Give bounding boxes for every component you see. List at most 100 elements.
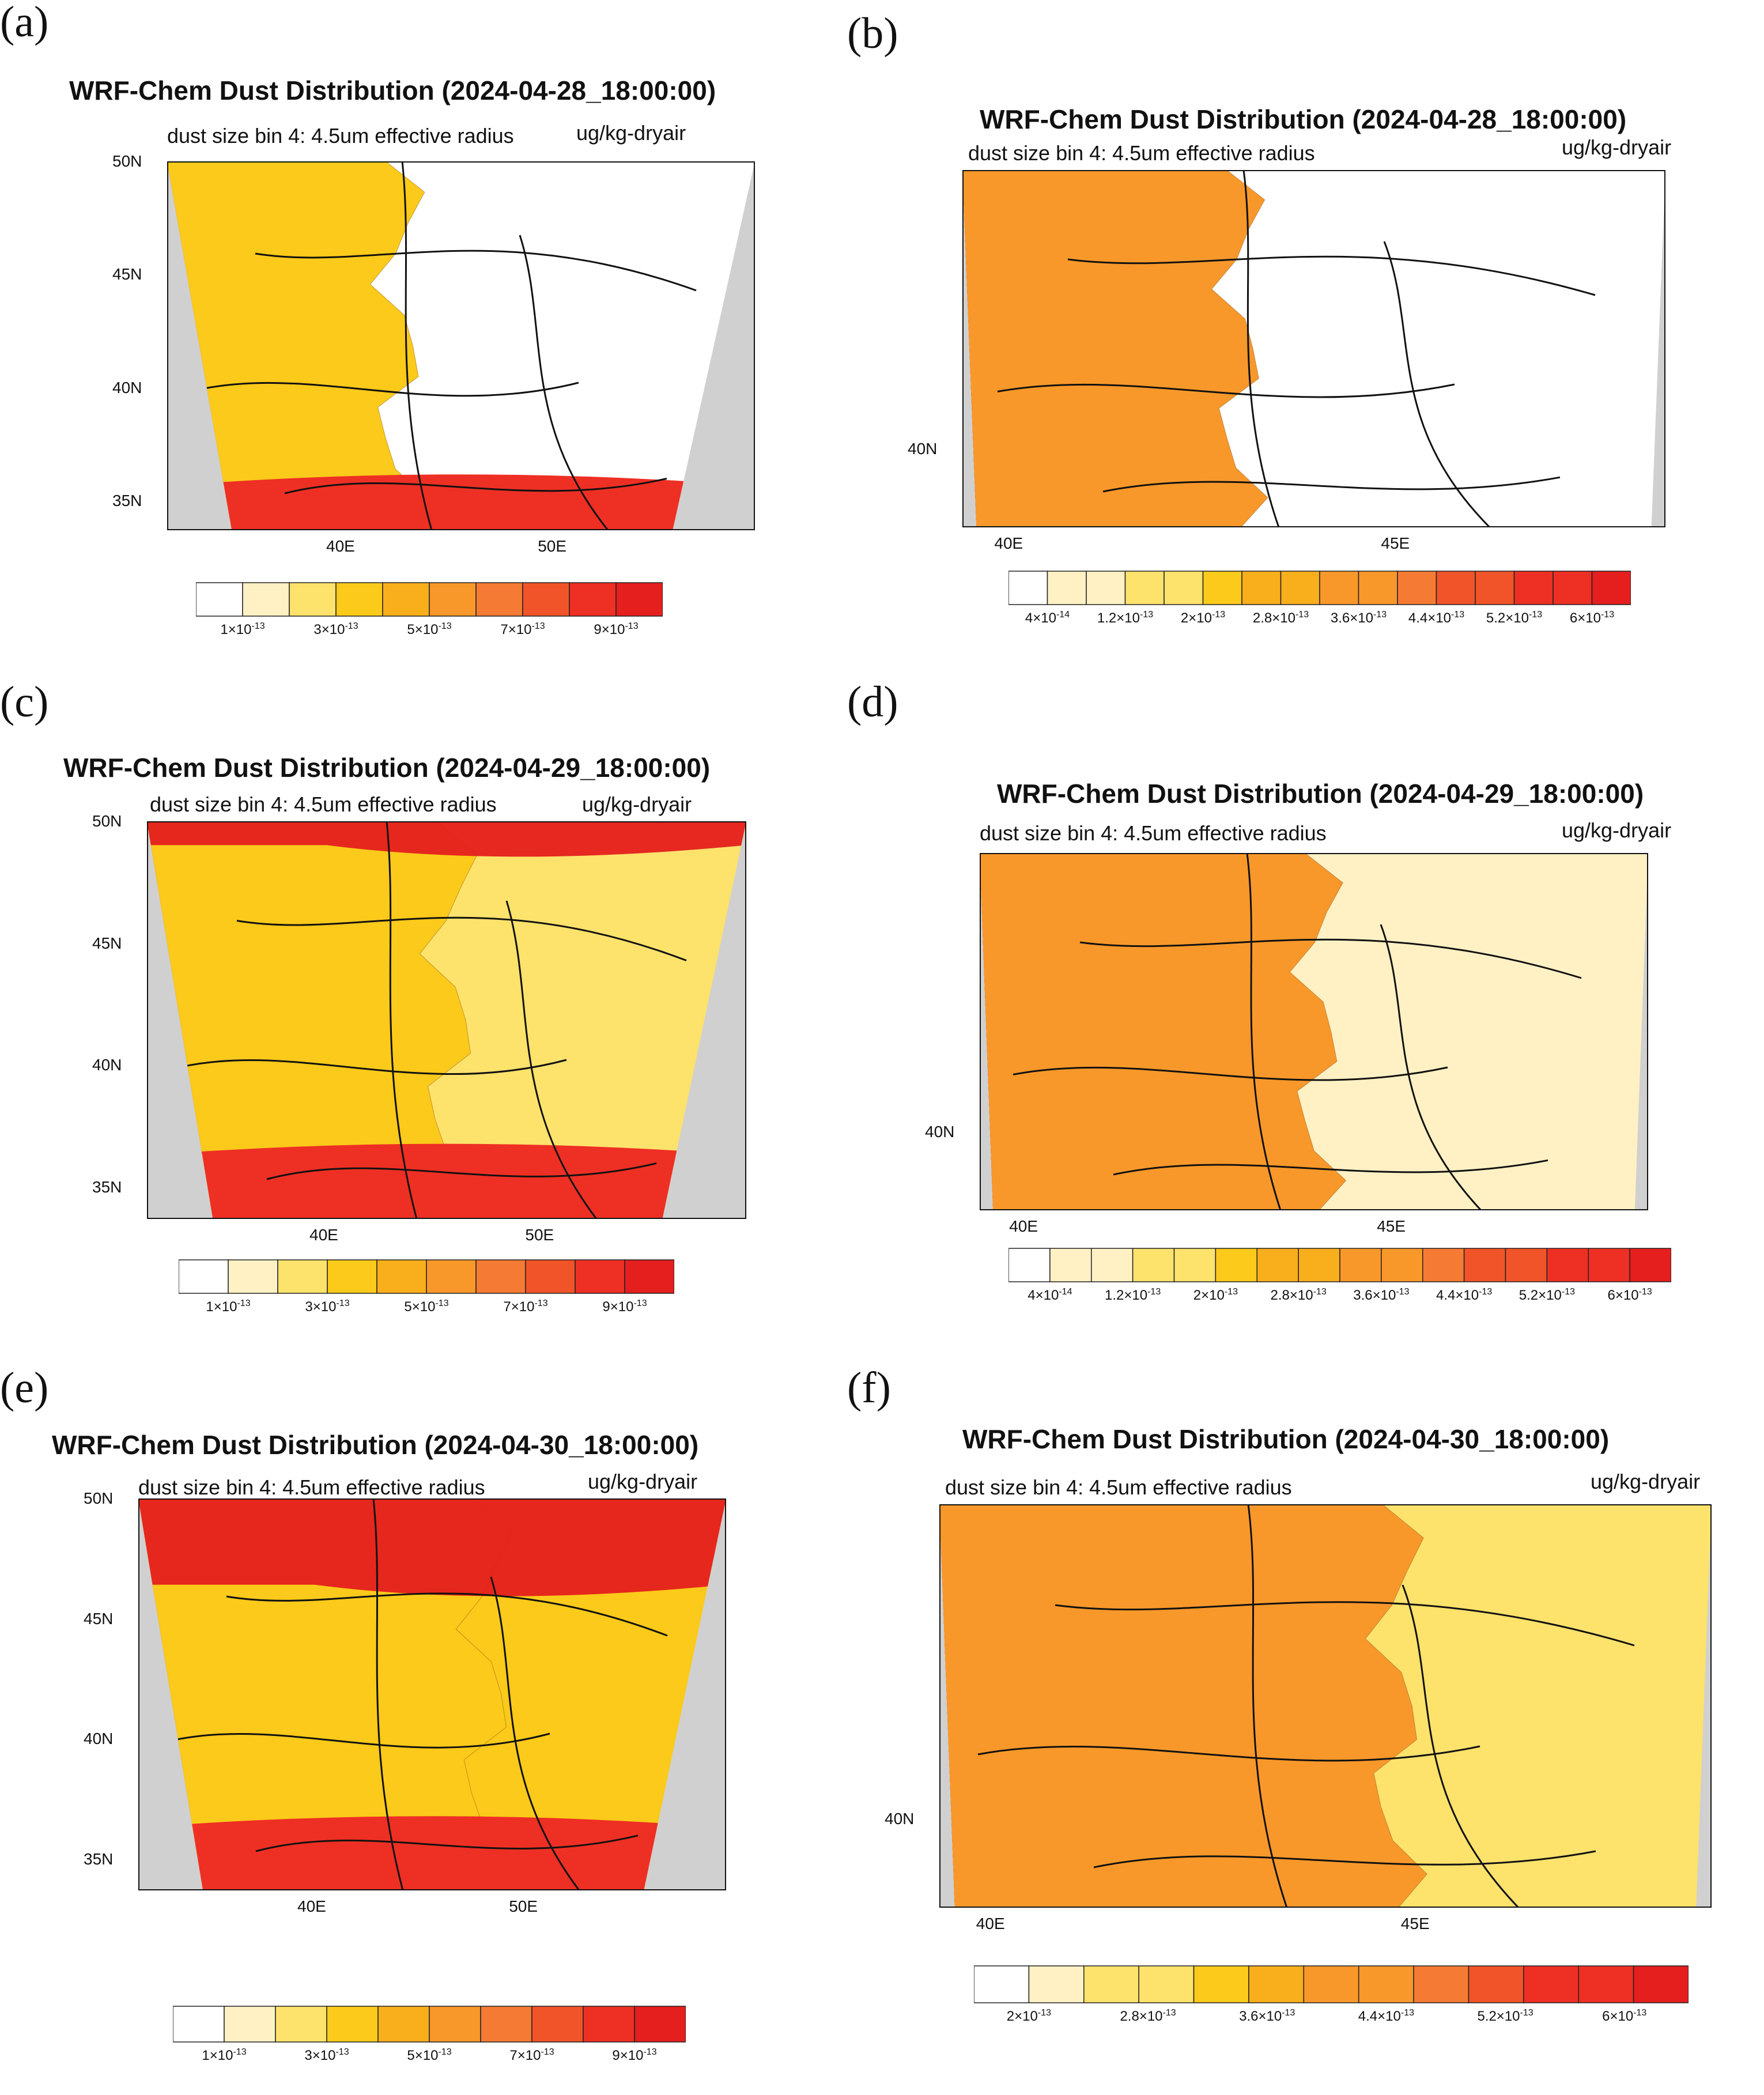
colorbar-segment <box>327 1259 377 1294</box>
colorbar-segment <box>1138 1965 1195 2003</box>
colorbar-segment <box>1028 1965 1085 2003</box>
colorbar <box>196 582 663 617</box>
y-tick-label: 45N <box>92 934 122 952</box>
dust-map <box>147 821 746 1219</box>
colorbar-segment <box>1008 1248 1051 1282</box>
colorbar-label: 2×10-13 <box>1006 2008 1051 2024</box>
colorbar-segment <box>569 582 617 617</box>
panel-subtitle: dust size bin 4: 4.5um effective radius <box>138 1475 485 1499</box>
colorbar-segment <box>382 582 430 617</box>
colorbar-segment <box>1591 571 1631 605</box>
colorbar-label: 5×10-13 <box>407 621 452 637</box>
colorbar-segment <box>1049 1248 1092 1282</box>
x-tick-label: 45E <box>1400 1915 1430 1932</box>
colorbar-label: 3.6×10-13 <box>1239 2008 1295 2024</box>
colorbar-segment <box>1358 571 1398 605</box>
colorbar <box>173 2006 686 2043</box>
y-tick-label: 45N <box>84 1609 114 1628</box>
panel-d: (d) WRF-Chem Dust Distribution (2024-04-2… <box>847 680 1712 1360</box>
colorbar-segment <box>277 1259 328 1294</box>
colorbar-label: 9×10-13 <box>594 621 639 637</box>
panel-subtitle: dust size bin 4: 4.5um effective radius <box>150 792 497 816</box>
x-tick-label: 50E <box>525 1226 554 1244</box>
colorbar-segment <box>1633 1965 1689 2003</box>
colorbar-segment <box>173 2006 225 2043</box>
colorbar-segment <box>289 582 337 617</box>
colorbar-segment <box>429 582 477 617</box>
colorbar-label: 4×10-14 <box>1028 1287 1072 1303</box>
colorbar-label: 6×10-13 <box>1607 1287 1652 1303</box>
panel-title: WRF-Chem Dust Distribution (2024-04-29_1… <box>997 779 1644 809</box>
colorbar-label: 1.2×10-13 <box>1097 610 1154 626</box>
colorbar-segment <box>1578 1965 1634 2003</box>
colorbar-segment <box>426 1259 477 1294</box>
colorbar-segment <box>1422 1248 1465 1282</box>
y-tick-label: 40N <box>84 1730 114 1748</box>
colorbar-segment <box>1298 1248 1340 1282</box>
dust-map <box>138 1498 726 1890</box>
colorbar-segment <box>480 2006 532 2043</box>
colorbar-label: 2.8×10-13 <box>1120 2008 1176 2024</box>
y-tick-label: 40N <box>112 378 142 397</box>
y-tick-label: 50N <box>92 812 122 830</box>
colorbar-label: 2×10-13 <box>1193 1287 1238 1303</box>
panel-title: WRF-Chem Dust Distribution (2024-04-30_1… <box>52 1430 699 1460</box>
dust-map <box>939 1504 1712 1908</box>
x-tick-label: 45E <box>1377 1217 1406 1235</box>
colorbar-segment <box>224 2006 276 2043</box>
panel-subtitle: dust size bin 4: 4.5um effective radius <box>968 141 1315 165</box>
colorbar-segment <box>1091 1248 1134 1282</box>
colorbar <box>1008 1248 1671 1282</box>
colorbar-segment <box>615 582 663 617</box>
panel-title: WRF-Chem Dust Distribution (2024-04-28_1… <box>980 104 1627 134</box>
colorbar-segment <box>525 1259 576 1294</box>
colorbar-label: 3.6×10-13 <box>1330 610 1387 626</box>
colorbar-segment <box>1397 571 1437 605</box>
colorbar-segment <box>1629 1248 1671 1282</box>
colorbar-label: 3×10-13 <box>305 1298 350 1315</box>
panel-e: (e) WRF-Chem Dust Distribution (2024-04-3… <box>0 1366 864 2063</box>
x-tick-label: 40E <box>297 1897 326 1915</box>
colorbar-label: 7×10-13 <box>509 2047 554 2063</box>
panel-b: (b) WRF-Chem Dust Distribution (2024-04-2… <box>847 12 1712 692</box>
colorbar-segment <box>575 1259 625 1294</box>
colorbar-segment <box>475 1259 526 1294</box>
colorbar-label: 1.2×10-13 <box>1105 1287 1161 1303</box>
x-tick-label: 40E <box>309 1226 338 1244</box>
colorbar-segment <box>377 2006 430 2043</box>
colorbar-segment <box>1241 571 1282 605</box>
colorbar-segment <box>1319 571 1359 605</box>
colorbar <box>179 1259 674 1294</box>
colorbar-segment <box>1513 571 1554 605</box>
dust-map <box>980 853 1648 1210</box>
colorbar-segment <box>1505 1248 1548 1282</box>
panel-title: WRF-Chem Dust Distribution (2024-04-28_1… <box>69 76 716 105</box>
colorbar-label: 1×10-13 <box>206 1298 251 1315</box>
x-tick-label: 40E <box>326 537 355 555</box>
colorbar-segment <box>1588 1248 1630 1282</box>
colorbar-segment <box>1047 571 1087 605</box>
colorbar-segment <box>1132 1248 1175 1282</box>
colorbar-segment <box>1086 571 1126 605</box>
colorbar-label: 7×10-13 <box>503 1298 548 1315</box>
colorbar-segment <box>1358 1965 1414 2003</box>
colorbar <box>974 1965 1689 2003</box>
colorbar-label: 4.4×10-13 <box>1436 1287 1493 1303</box>
panel-units: ug/kg-dryair <box>1562 818 1672 842</box>
colorbar-segment <box>1463 1248 1506 1282</box>
panel-letter: (c) <box>0 678 49 726</box>
colorbar-segment <box>1523 1965 1579 2003</box>
colorbar-label: 6×10-13 <box>1602 2008 1647 2024</box>
panel-subtitle: dust size bin 4: 4.5um effective radius <box>167 124 514 148</box>
panel-subtitle: dust size bin 4: 4.5um effective radius <box>980 821 1327 845</box>
panel-subtitle: dust size bin 4: 4.5um effective radius <box>945 1475 1292 1499</box>
y-tick-label: 35N <box>92 1177 122 1196</box>
colorbar-label: 4.4×10-13 <box>1408 610 1465 626</box>
colorbar <box>1008 571 1631 605</box>
colorbar-segment <box>475 582 523 617</box>
panel-title: WRF-Chem Dust Distribution (2024-04-30_1… <box>962 1424 1610 1454</box>
colorbar-segment <box>1303 1965 1359 2003</box>
y-tick-label: 35N <box>84 1849 114 1868</box>
colorbar-segment <box>1475 571 1515 605</box>
